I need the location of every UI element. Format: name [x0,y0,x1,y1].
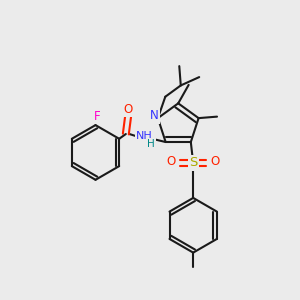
Text: O: O [123,103,132,116]
Text: F: F [94,110,100,123]
Text: O: O [167,155,176,168]
Text: NH: NH [136,131,153,141]
Text: S: S [189,156,197,170]
Text: H: H [147,140,155,149]
Text: N: N [150,109,159,122]
Text: O: O [210,155,220,168]
